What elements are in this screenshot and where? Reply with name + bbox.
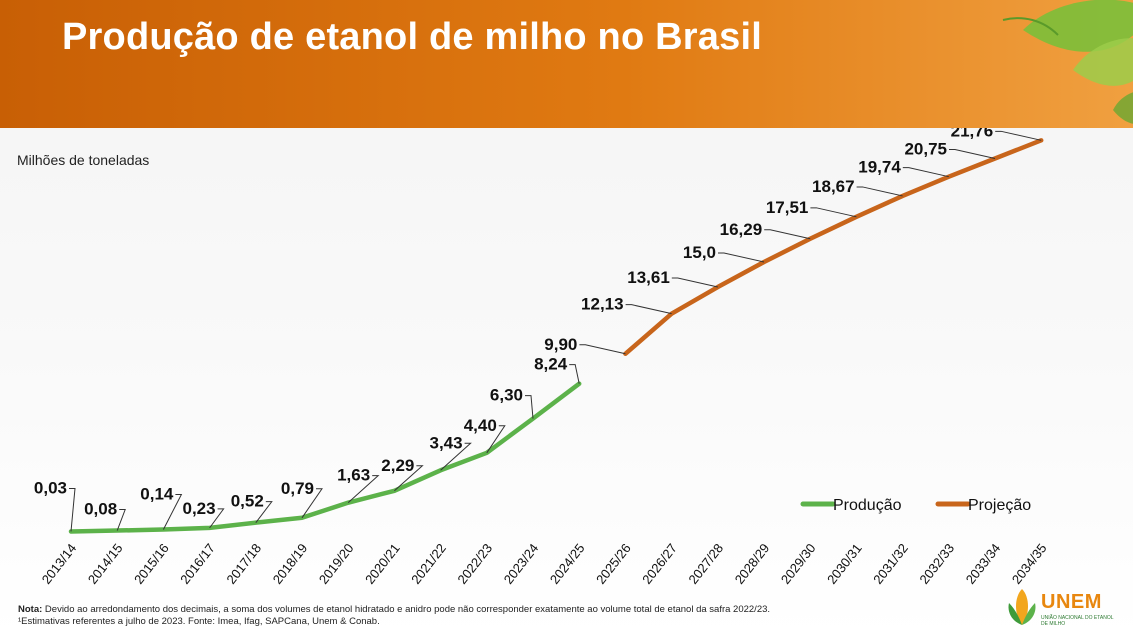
x-tick-label: 2033/34 xyxy=(963,541,1004,587)
logo-subtitle: UNIÃO NACIONAL DO ETANOL DE MILHO xyxy=(1041,615,1114,627)
x-tick-label: 2029/30 xyxy=(778,541,819,587)
x-tick-label: 2018/19 xyxy=(270,541,311,587)
series-line-projeção xyxy=(623,138,1044,357)
data-label: 0,23 xyxy=(183,499,216,518)
data-label: 15,0 xyxy=(683,243,716,262)
leader-line xyxy=(902,167,949,178)
leader-line xyxy=(810,207,857,218)
leader-line xyxy=(209,508,225,529)
series-line-produção xyxy=(68,381,582,534)
x-tick-label: 2016/17 xyxy=(177,541,218,587)
leader-line xyxy=(525,395,534,419)
legend-label-produção: Produção xyxy=(833,497,902,514)
page-title: Produção de etanol de milho no Brasil xyxy=(62,16,762,58)
data-label: 6,30 xyxy=(490,386,523,405)
data-label: 9,90 xyxy=(544,335,577,354)
x-tick-label: 2020/21 xyxy=(362,541,403,587)
data-label: 18,67 xyxy=(812,177,855,196)
leader-line xyxy=(255,501,273,523)
x-tick-label: 2027/28 xyxy=(685,541,726,587)
data-label: 20,75 xyxy=(904,140,947,159)
header-banner: Produção de etanol de milho no Brasil xyxy=(0,0,1133,128)
x-tick-label: 2023/24 xyxy=(501,541,542,587)
x-tick-label: 2034/35 xyxy=(1009,541,1050,587)
leader-line xyxy=(579,344,626,355)
x-tick-label: 2021/22 xyxy=(408,541,449,587)
leader-line xyxy=(856,186,903,197)
x-tick-label: 2031/32 xyxy=(870,541,911,587)
data-label: 0,14 xyxy=(140,484,174,503)
data-label: 16,29 xyxy=(720,220,763,239)
leader-line xyxy=(995,130,1042,141)
leader-line xyxy=(301,488,323,519)
leader-line xyxy=(625,304,672,315)
x-tick-label: 2030/31 xyxy=(824,541,865,587)
leader-line xyxy=(569,364,580,384)
note-bold: Nota: xyxy=(18,604,43,615)
x-tick-label: 2028/29 xyxy=(732,541,773,587)
unem-logo: UNEM UNIÃO NACIONAL DO ETANOL DE MILHO xyxy=(1005,585,1115,631)
data-label: 19,74 xyxy=(858,158,901,177)
leader-line xyxy=(486,425,506,454)
line-chart: 2013/14 2014/15 2015/16 2016/17 2017/18 2018/… xyxy=(34,128,1050,587)
x-tick-label: 2026/27 xyxy=(639,541,680,587)
logo-name: UNEM xyxy=(1041,591,1102,613)
legend-label-projeção: Projeção xyxy=(968,497,1031,514)
data-label: 4,40 xyxy=(464,416,497,435)
leader-line xyxy=(347,475,380,504)
data-label: 8,24 xyxy=(534,355,568,374)
note-line2: ¹Estimativas referentes a julho de 2023.… xyxy=(18,616,380,627)
y-axis-label: Milhões de toneladas xyxy=(17,152,150,168)
data-label: 21,76 xyxy=(951,128,994,140)
data-label: 0,79 xyxy=(281,479,314,498)
leader-line xyxy=(116,509,126,531)
data-label: 0,08 xyxy=(84,500,117,519)
leader-line xyxy=(162,493,183,530)
data-label: 0,03 xyxy=(34,478,67,497)
x-tick-label: 2022/23 xyxy=(454,541,495,587)
footnote: Nota: Devido ao arredondamento dos decim… xyxy=(18,604,918,628)
leader-line xyxy=(394,465,424,492)
x-tick-label: 2032/33 xyxy=(916,541,957,587)
x-tick-label: 2015/16 xyxy=(131,541,172,587)
x-tick-label: 2024/25 xyxy=(547,541,588,587)
corn-logo-icon xyxy=(1008,589,1036,625)
data-label: 3,43 xyxy=(430,433,463,452)
data-label: 1,63 xyxy=(337,466,370,485)
leader-line xyxy=(718,252,765,263)
data-label: 13,61 xyxy=(627,268,670,287)
data-label: 0,52 xyxy=(231,492,264,511)
x-tick-label: 2025/26 xyxy=(593,541,634,587)
data-label: 2,29 xyxy=(381,456,414,475)
data-label: 12,13 xyxy=(581,295,624,314)
x-tick-label: 2019/20 xyxy=(316,541,357,587)
leader-line xyxy=(69,487,76,532)
leader-line xyxy=(440,442,472,471)
x-tick-label: 2014/15 xyxy=(85,541,126,587)
x-tick-label: 2017/18 xyxy=(223,541,264,587)
leader-line xyxy=(949,149,996,159)
leader-line xyxy=(764,229,811,240)
note-line1: Devido ao arredondamento dos decimais, a… xyxy=(42,604,771,615)
data-label: 17,51 xyxy=(766,198,809,217)
leaf-decoration-icon xyxy=(1002,0,1133,124)
leader-line xyxy=(671,277,718,288)
x-tick-label: 2013/14 xyxy=(39,541,80,587)
